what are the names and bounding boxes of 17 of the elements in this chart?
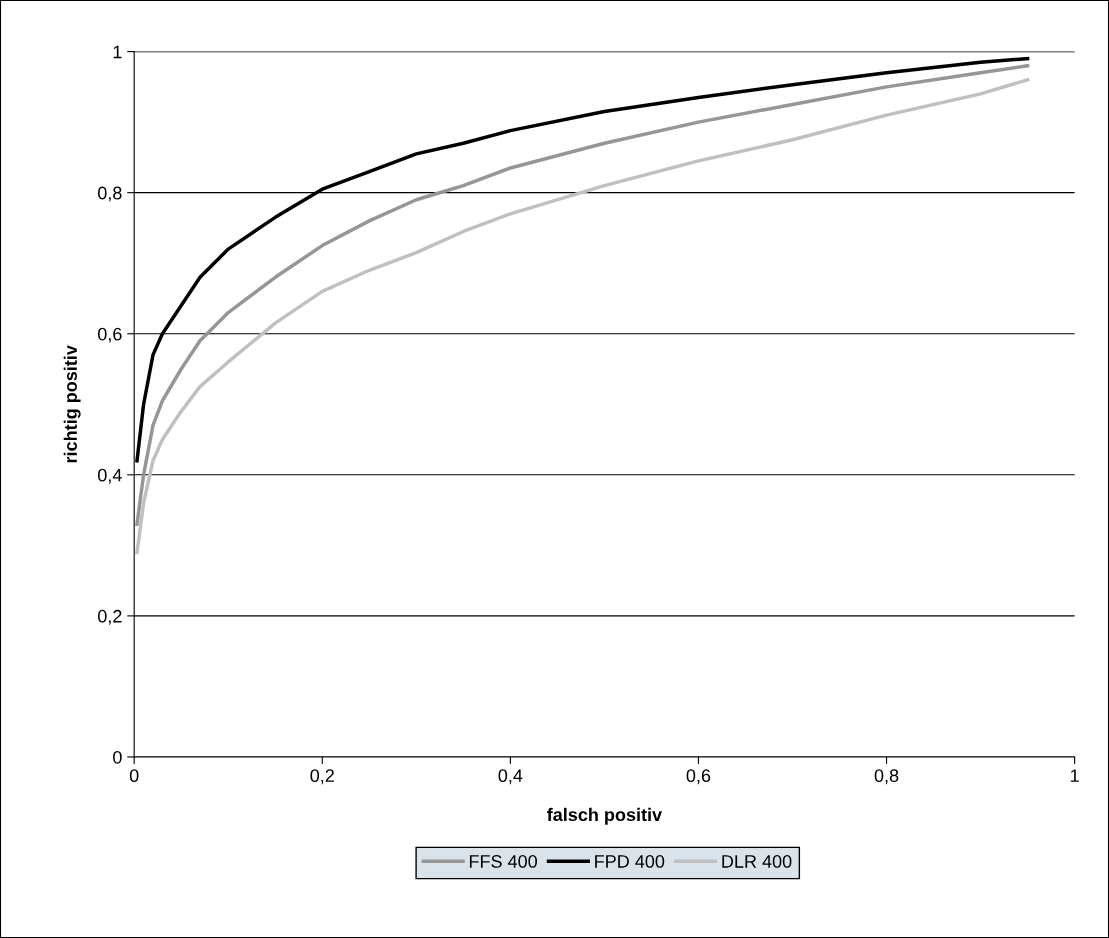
y-tick-label: 0 — [113, 750, 122, 764]
legend-label: DLR 400 — [722, 855, 792, 868]
x-tick-label: 0,8 — [874, 769, 899, 785]
legend-label: FPD 400 — [595, 855, 665, 868]
y-tick-label: 1 — [113, 45, 122, 59]
x-tick-label: 0,4 — [498, 769, 523, 785]
y-tick-label: 0,8 — [97, 186, 122, 202]
y-tick-label: 0,4 — [97, 468, 122, 484]
x-tick-label: 0 — [129, 769, 139, 783]
x-tick-label: 1 — [1070, 769, 1079, 782]
legend-label: FFS 400 — [469, 855, 537, 868]
y-axis-title: richtig positiv — [63, 345, 81, 463]
x-tick-label: 0,2 — [310, 769, 334, 785]
y-tick-label: 0,6 — [97, 327, 122, 343]
y-tick-label: 0,2 — [97, 609, 122, 625]
x-axis-title: falsch positiv — [547, 807, 663, 825]
x-tick-label: 0,6 — [686, 769, 711, 785]
